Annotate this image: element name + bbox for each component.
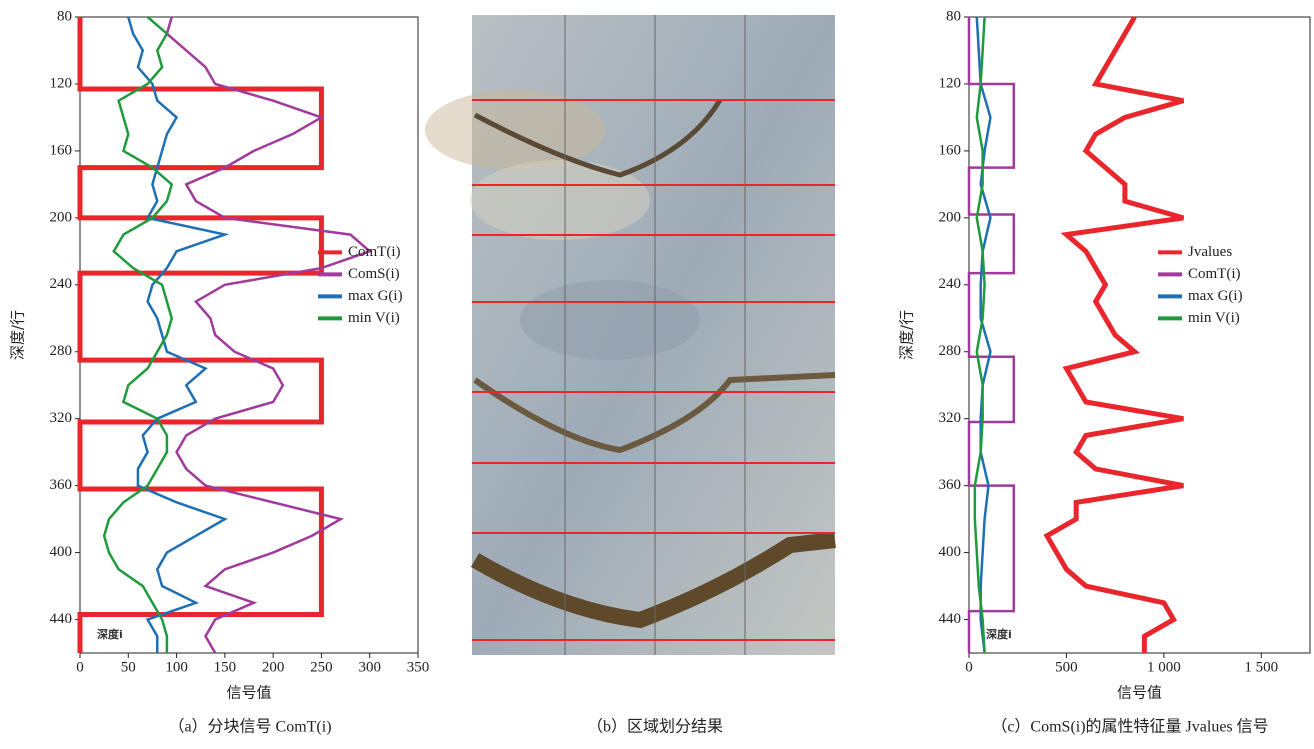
- y-tick-label: 360: [50, 477, 73, 493]
- legend-label: Jvalues: [1188, 244, 1232, 260]
- x-tick-label: 100: [165, 659, 188, 675]
- y-axis-label: 深度/行: [898, 310, 916, 360]
- legend-label: ComT(i): [1188, 266, 1241, 282]
- y-tick-label: 320: [50, 410, 73, 426]
- y-tick-label: 120: [50, 75, 73, 91]
- y-tick-label: 200: [50, 209, 73, 225]
- series-line: [969, 17, 1014, 653]
- y-tick-label: 80: [57, 8, 72, 24]
- y-tick-label: 80: [946, 8, 961, 24]
- y-tick-label: 240: [50, 276, 73, 292]
- y-tick-label: 160: [50, 142, 73, 158]
- x-axis-label: 信号值: [1117, 684, 1162, 702]
- y-tick-label: 400: [50, 544, 73, 560]
- x-tick-label: 1 000: [1147, 659, 1181, 675]
- legend-label: min V(i): [348, 310, 400, 326]
- series-line: [80, 17, 321, 653]
- legend-label: max G(i): [348, 288, 403, 304]
- y-tick-label: 400: [939, 544, 962, 560]
- x-tick-label: 350: [407, 659, 430, 675]
- series-line: [167, 17, 370, 653]
- legend-label: ComT(i): [348, 244, 401, 260]
- caption: （a）分块信号 ComT(i): [168, 718, 331, 736]
- legend-label: ComS(i): [348, 266, 400, 282]
- plot-frame: [80, 17, 418, 653]
- legend-label: max G(i): [1188, 288, 1243, 304]
- x-tick-label: 0: [76, 659, 84, 675]
- y-tick-label: 280: [939, 343, 962, 359]
- y-tick-label: 240: [939, 276, 962, 292]
- figure: 0 50 100 150 200 250 300 350 80 120 160 200 240 280 32…: [0, 0, 1314, 749]
- x-tick-label: 0: [965, 659, 973, 675]
- x-axis-label: 信号值: [226, 684, 271, 702]
- caption: （c）ComS(i)的属性特征量 Jvalues 信号: [991, 718, 1268, 736]
- x-tick-label: 300: [358, 659, 381, 675]
- annotation: 深度i: [986, 627, 1012, 641]
- texture: [425, 90, 605, 170]
- y-tick-label: 320: [939, 410, 962, 426]
- series-line: [128, 17, 225, 653]
- y-tick-label: 440: [939, 611, 962, 627]
- y-tick-label: 200: [939, 209, 962, 225]
- y-tick-label: 280: [50, 343, 73, 359]
- y-tick-label: 120: [939, 75, 962, 91]
- x-tick-label: 150: [214, 659, 237, 675]
- y-tick-label: 360: [939, 477, 962, 493]
- x-tick-label: 500: [1055, 659, 1078, 675]
- texture: [520, 280, 700, 360]
- x-tick-label: 50: [121, 659, 136, 675]
- y-tick-label: 440: [50, 611, 73, 627]
- x-tick-label: 250: [310, 659, 333, 675]
- annotation: 深度i: [97, 627, 123, 641]
- x-tick-label: 1 500: [1244, 659, 1278, 675]
- legend-label: min V(i): [1188, 310, 1240, 326]
- y-axis-label: 深度/行: [9, 310, 27, 360]
- caption: （b）区域划分结果: [587, 718, 723, 736]
- series-line: [1047, 17, 1183, 653]
- x-tick-label: 200: [262, 659, 285, 675]
- y-tick-label: 160: [939, 142, 962, 158]
